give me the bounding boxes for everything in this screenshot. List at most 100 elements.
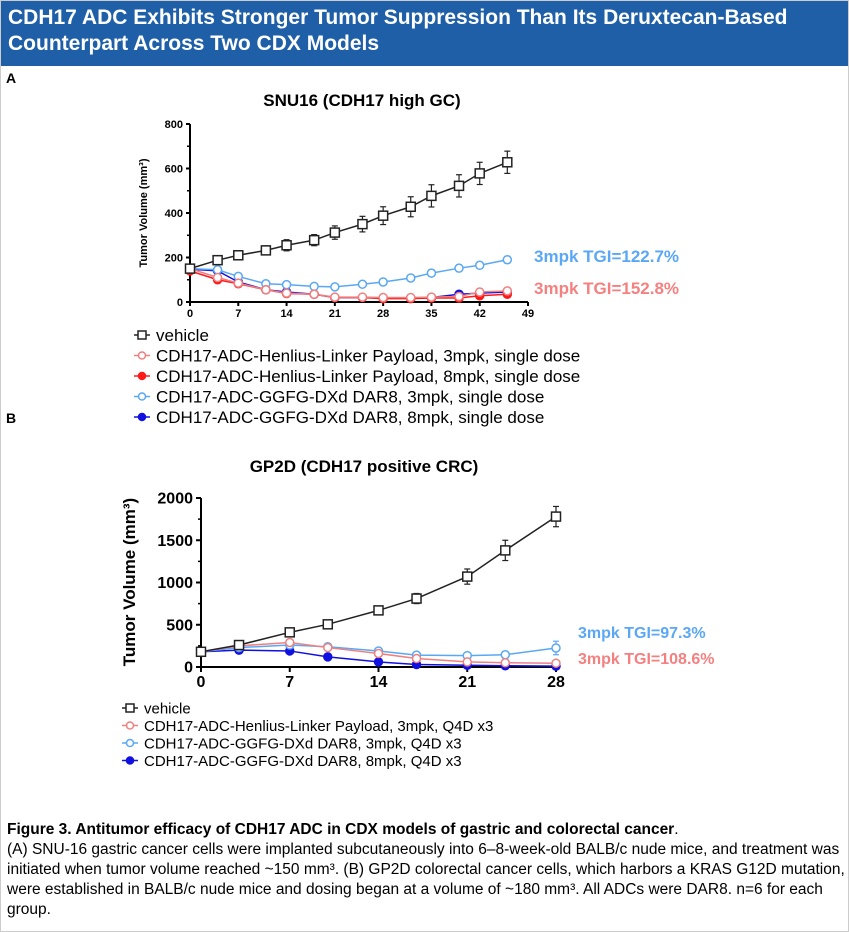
data-point [373,648,384,659]
data-point [323,642,333,653]
legend-marker [125,703,135,713]
legend-label: CDH17-ADC-Henlius-Linker Payload, 8mpk, … [156,367,580,386]
data-point [377,210,389,221]
data-point [373,605,384,616]
data-point [284,627,295,638]
data-point [329,227,341,238]
data-point [426,292,437,302]
data-point [474,287,485,297]
x-tick-label: 7 [235,308,241,320]
data-point [405,201,416,213]
legend-label: CDH17-ADC-GGFG-DXd DAR8, 8mpk, Q4D x3 [144,753,462,770]
data-point [474,260,485,271]
y-tick-label: 500 [166,617,193,634]
data-point [212,254,223,266]
data-point [260,245,272,256]
data-point [285,637,295,648]
data-point [233,250,244,261]
data-point [281,240,292,251]
data-point [212,272,223,283]
y-axis-label: Tumor Volume (mm³) [138,158,150,267]
tgi-annotation: 3mpk TGI=152.8% [534,279,679,298]
data-point [462,571,473,582]
legend-marker [125,756,135,765]
y-tick-label: 800 [165,119,183,131]
data-point [261,285,271,295]
data-point [453,180,465,192]
legend-label: CDH17-ADC-GGFG-DXd DAR8, 3mpk, single do… [156,387,544,406]
data-point [233,278,244,288]
caption-body: (A) SNU-16 gastric cancer cells were imp… [7,841,845,918]
x-tick-label: 21 [458,674,476,691]
data-point [454,291,464,302]
legend-label: vehicle [144,700,191,717]
data-point [212,264,223,275]
data-point [233,639,245,651]
tgi-annotation: 3mpk TGI=122.7% [534,247,679,266]
data-point [474,168,485,179]
legend-marker [125,738,135,748]
x-tick-label: 42 [474,308,486,320]
legend-label: vehicle [156,326,209,345]
data-point [405,292,416,303]
data-point [551,658,561,668]
data-point [500,649,511,660]
data-point [357,292,368,302]
legend-marker [125,721,135,730]
y-axis-label: Tumor Volume (mm³) [120,498,139,666]
data-point [309,281,319,292]
data-point [195,646,207,658]
legend-label: CDH17-ADC-Henlius-Linker Payload, 3mpk, … [144,718,493,735]
series-line [200,515,557,653]
data-point [330,292,340,302]
y-tick-label: 200 [165,252,183,264]
chart-title: GP2D (CDH17 positive CRC) [250,457,479,476]
data-point [405,273,416,283]
legend-marker [137,412,147,422]
data-point [502,157,513,168]
data-point [373,657,384,667]
charts: SNU16 (CDH17 high GC) Tumor Volume (mm³) 0… [120,91,715,770]
legend-label: CDH17-ADC-GGFG-DXd DAR8, 3mpk, Q4D x3 [144,735,462,752]
data-point [281,279,292,290]
x-tick-label: 28 [547,674,565,691]
y-tick-label: 1500 [157,533,193,550]
legend-marker [137,330,147,340]
x-tick-label: 0 [187,308,193,320]
data-point [357,279,368,289]
data-point [550,511,562,522]
x-tick-label: 14 [280,308,293,320]
y-tick-label: 0 [184,660,193,677]
x-tick-label: 35 [425,308,437,320]
data-point [378,292,388,303]
data-point [454,263,464,273]
panel-label-b: B [6,410,17,426]
legend-marker [137,392,147,401]
data-point [411,593,422,604]
data-point [500,545,511,556]
legend-marker [137,371,147,381]
y-tick-label: 400 [165,208,183,220]
panel-label-a: A [6,70,17,86]
legend-label: CDH17-ADC-GGFG-DXd DAR8, 8mpk, single do… [156,408,544,427]
data-point [323,652,333,662]
data-point [462,657,472,667]
x-tick-label: 28 [377,308,389,320]
caption-title: Figure 3. Antitumor efficacy of CDH17 AD… [7,821,675,838]
x-tick-label: 49 [522,308,534,320]
y-tick-label: 2000 [157,491,193,508]
data-point [281,288,292,298]
x-tick-label: 0 [197,674,206,691]
data-point [502,254,513,265]
data-point [502,286,513,296]
data-point [330,282,340,292]
header-title: CDH17 ADC Exhibits Stronger Tumor Suppre… [0,0,849,66]
tgi-annotation: 3mpk TGI=108.6% [578,651,715,668]
data-point [411,653,422,664]
y-tick-label: 1000 [157,575,193,592]
legend-label: CDH17-ADC-Henlius-Linker Payload, 3mpk, … [156,346,580,365]
data-point [378,277,388,287]
data-point [426,268,437,278]
x-tick-label: 7 [285,674,294,691]
